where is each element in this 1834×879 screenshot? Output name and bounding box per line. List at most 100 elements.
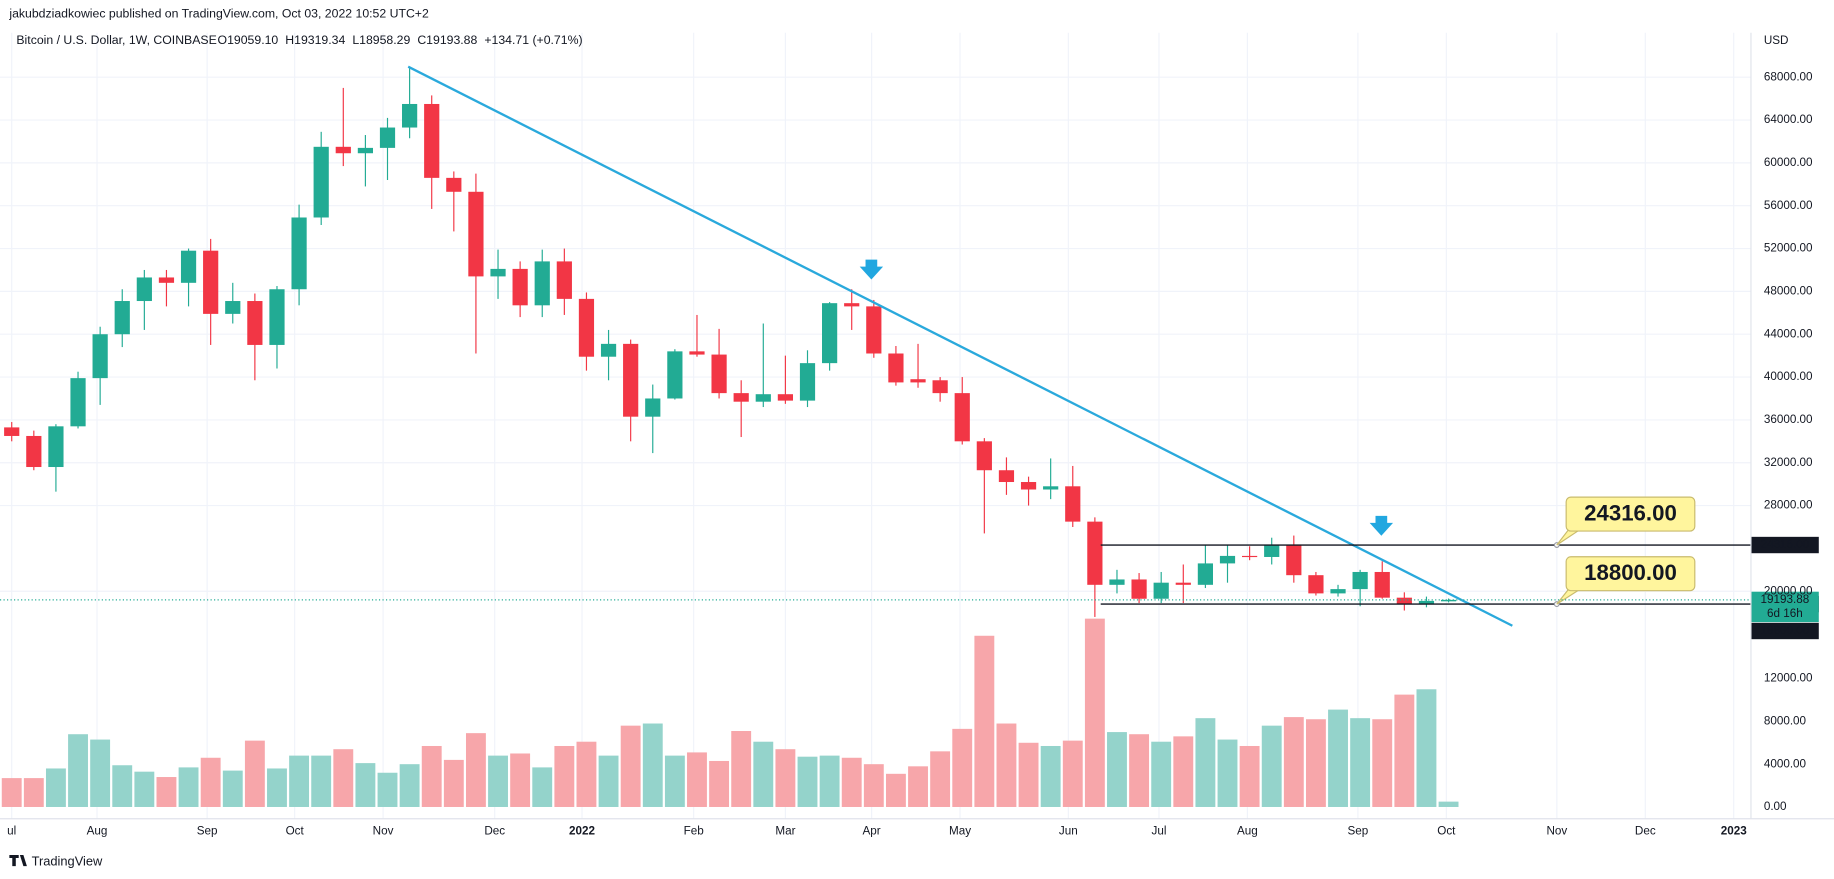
volume-bar xyxy=(1217,739,1238,807)
y2-tick-label: 4000.00 xyxy=(1764,757,1807,770)
ohlc-value: O19059.10 xyxy=(218,33,279,47)
ohlc-value: +134.71 (+0.71%) xyxy=(484,33,582,47)
candle-body xyxy=(1440,599,1457,602)
volume-bar xyxy=(222,770,243,807)
y2-tick-label: 8000.00 xyxy=(1764,714,1807,727)
volume-bar xyxy=(112,765,133,807)
volume-bar xyxy=(1,778,22,807)
y-tick-label: 20000.00 xyxy=(1764,584,1813,597)
axis-layer: 20000.00 28000.00 32000.00 36000.00 40000.00… xyxy=(7,70,1813,837)
candle-body xyxy=(998,470,1015,483)
candle-body xyxy=(534,261,550,306)
y-tick-label: 44000.00 xyxy=(1764,327,1813,340)
grid xyxy=(0,32,1751,819)
volume-bar xyxy=(664,755,685,807)
volume-bar xyxy=(200,757,221,807)
y-tick-label: 56000.00 xyxy=(1764,199,1813,212)
candle-body xyxy=(1020,482,1037,490)
volume-bar xyxy=(996,723,1017,807)
x-tick-label: Jul xyxy=(1152,825,1167,838)
y-tick-label: 40000.00 xyxy=(1764,370,1813,383)
volume-bar xyxy=(952,728,973,807)
volume-bar xyxy=(1173,736,1194,807)
volume-bar xyxy=(1062,740,1083,807)
candle-body xyxy=(645,398,661,417)
candle-body xyxy=(667,351,683,399)
x-tick-label: Nov xyxy=(1546,825,1567,838)
volume-bar xyxy=(68,734,88,807)
volume-bar xyxy=(134,771,155,807)
arrow xyxy=(859,259,1394,536)
y2-tick-label: 12000.00 xyxy=(1764,672,1813,685)
candle-body xyxy=(1264,545,1280,557)
candle-body xyxy=(1242,555,1258,558)
candle-body xyxy=(512,268,528,306)
x-tick-label: Mar xyxy=(775,825,795,838)
y-tick-label: 68000.00 xyxy=(1764,70,1813,83)
candle-body xyxy=(623,343,639,417)
volume-bar xyxy=(355,763,376,807)
volume-bar xyxy=(399,764,420,807)
volume-bar xyxy=(90,739,111,807)
volume-bar xyxy=(443,759,464,807)
candle-body xyxy=(755,394,771,402)
level-layer: 24316.00 24316.00 18800.00 18800.00 19193.88… xyxy=(0,496,1819,640)
candle-layer xyxy=(4,66,1457,617)
candle-body xyxy=(888,353,904,383)
callout-label: 18800.00 xyxy=(1584,560,1677,585)
candle-body xyxy=(1374,571,1390,598)
volume-bar xyxy=(642,723,663,807)
x-tick-label: 2022 xyxy=(569,825,596,838)
candle-body xyxy=(225,301,241,314)
candle-body xyxy=(777,394,794,401)
candle-body xyxy=(556,261,572,299)
volume-bar xyxy=(1438,801,1459,807)
candle-body xyxy=(114,301,130,335)
candle-body xyxy=(313,146,329,218)
volume-bar xyxy=(1261,725,1282,807)
volume-bar xyxy=(465,733,486,807)
volume-bar xyxy=(421,745,442,807)
candle-body xyxy=(711,354,727,394)
x-tick-label: Jun xyxy=(1059,825,1078,838)
symbol: Bitcoin / U.S. Dollar, 1W, COINBASE xyxy=(16,33,216,47)
volume-bar xyxy=(45,768,66,807)
volume-bar xyxy=(576,741,597,807)
volume-bar xyxy=(1129,734,1150,807)
volume-bar xyxy=(1394,694,1415,807)
x-tick-label: Feb xyxy=(684,825,705,838)
volume-bar xyxy=(1283,717,1304,807)
candle-body xyxy=(247,301,263,345)
candle-body xyxy=(1153,582,1169,599)
volume-bar xyxy=(1328,709,1348,807)
volume-bar xyxy=(620,725,641,807)
ohlc-legend: O19059.10 H19319.34 L18958.29 C19193.88 +134… xyxy=(218,33,583,47)
candle-body xyxy=(1043,486,1059,490)
candle-body xyxy=(158,277,175,283)
candle-body xyxy=(4,427,20,436)
y-tick-label: 60000.00 xyxy=(1764,156,1813,169)
y2-tick-label: 0.00 xyxy=(1764,800,1787,813)
candle-body xyxy=(799,363,816,401)
candle-body xyxy=(1175,582,1191,585)
candle-body xyxy=(269,289,285,345)
x-tick-label: Oct xyxy=(1437,825,1456,838)
candle-body xyxy=(1352,571,1368,590)
candle-body xyxy=(600,343,617,357)
volume-bar xyxy=(532,767,553,807)
volume-bar xyxy=(23,778,44,807)
x-tick-label: ul xyxy=(7,825,16,838)
ohlc-value: H19319.34 xyxy=(285,33,345,47)
callout-label: 24316.00 xyxy=(1584,501,1677,526)
volume-bar xyxy=(1350,718,1371,807)
y-tick-label: 48000.00 xyxy=(1764,284,1813,297)
candle-body xyxy=(26,435,42,468)
volume-bar xyxy=(178,767,199,807)
candle-body xyxy=(424,103,440,178)
price-label: 24316.00 xyxy=(1761,538,1810,551)
candle-body xyxy=(910,379,926,383)
volume-bar xyxy=(797,756,818,807)
candle-body xyxy=(1396,597,1412,605)
volume-bar xyxy=(1195,718,1216,807)
